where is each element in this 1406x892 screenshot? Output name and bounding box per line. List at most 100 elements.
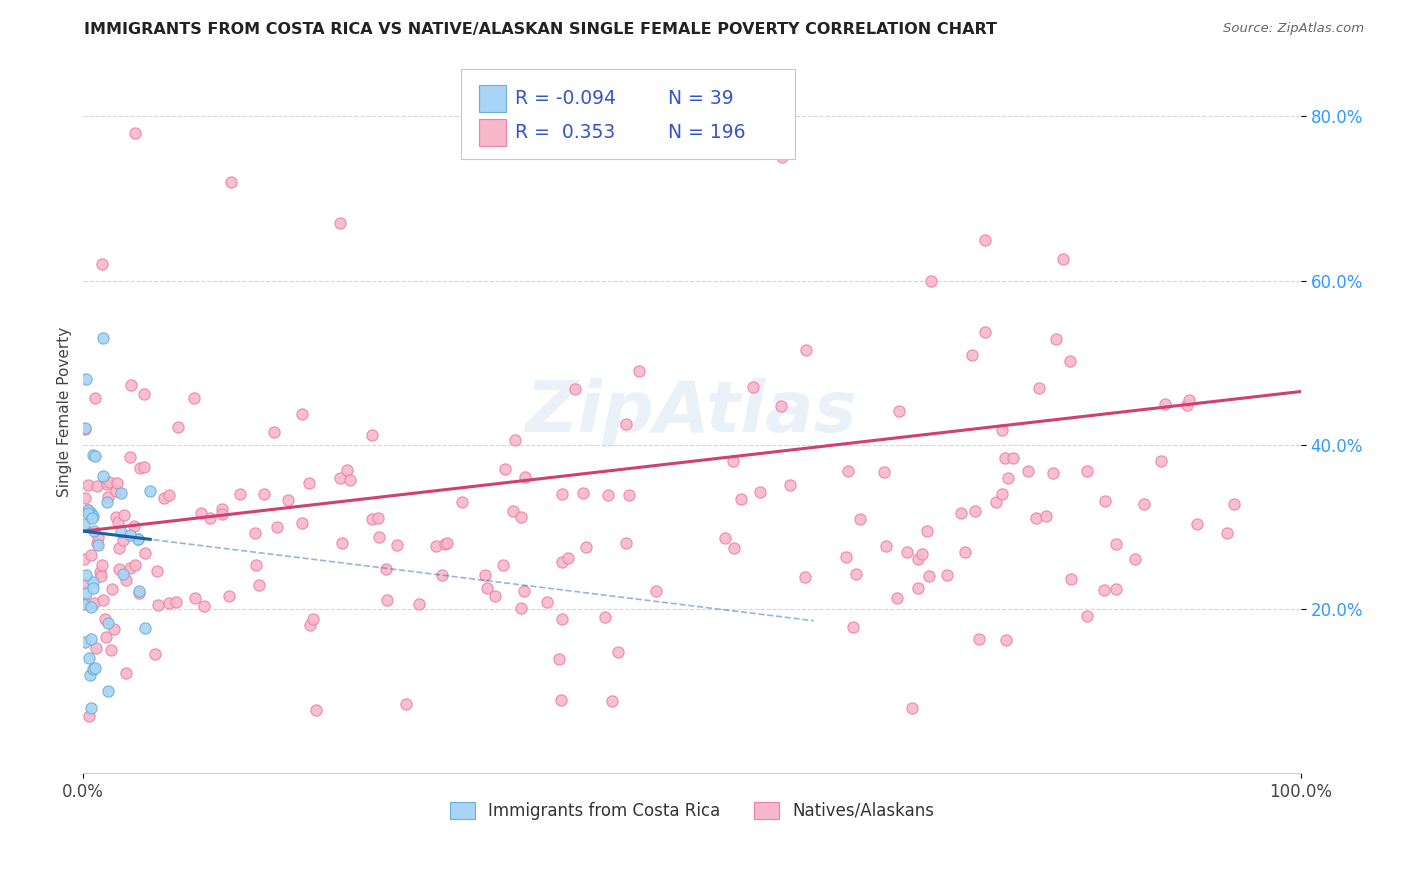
Point — [97, 490, 120, 504]
Point — [1133, 497, 1156, 511]
Point — [247, 577, 270, 591]
Point — [112, 508, 135, 522]
Point — [1105, 582, 1128, 597]
Point — [510, 600, 533, 615]
Point — [329, 470, 352, 484]
Point — [986, 495, 1008, 509]
Point — [75, 585, 97, 599]
Point — [779, 477, 801, 491]
Point — [91, 558, 114, 573]
Text: Source: ZipAtlas.com: Source: ZipAtlas.com — [1223, 22, 1364, 36]
Point — [1185, 517, 1208, 532]
Point — [110, 485, 132, 500]
Point — [84, 391, 107, 405]
Point — [1052, 252, 1074, 267]
Point — [484, 589, 506, 603]
Point — [721, 453, 744, 467]
Point — [536, 595, 558, 609]
Point — [713, 531, 735, 545]
Point — [83, 524, 105, 539]
Point — [72, 597, 94, 611]
Point — [513, 584, 536, 599]
Point — [330, 536, 353, 550]
Point — [550, 692, 572, 706]
Point — [200, 511, 222, 525]
Point — [991, 487, 1014, 501]
Point — [367, 530, 389, 544]
Point — [305, 703, 328, 717]
Point — [211, 502, 233, 516]
Text: ZipAtlas: ZipAtlas — [526, 377, 858, 447]
Point — [128, 584, 150, 599]
Point — [93, 612, 115, 626]
Point — [157, 596, 180, 610]
Point — [1104, 537, 1126, 551]
Point — [120, 450, 142, 464]
Point — [122, 518, 145, 533]
Point — [291, 407, 314, 421]
Point — [1094, 493, 1116, 508]
Point — [134, 622, 156, 636]
Point — [1216, 525, 1239, 540]
Point — [994, 451, 1017, 466]
Point — [550, 556, 572, 570]
Point — [375, 593, 398, 607]
Point — [770, 399, 793, 413]
Point — [936, 567, 959, 582]
Point — [77, 709, 100, 723]
Point — [361, 428, 384, 442]
Point — [79, 651, 101, 665]
Point — [644, 583, 666, 598]
Point — [593, 610, 616, 624]
Point — [124, 558, 146, 573]
Point — [96, 495, 118, 509]
Point — [794, 343, 817, 357]
Point — [118, 560, 141, 574]
Point — [73, 635, 96, 649]
Point — [911, 547, 934, 561]
Point — [120, 378, 142, 392]
Point — [218, 589, 240, 603]
Point — [105, 475, 128, 490]
Point — [749, 484, 772, 499]
Point — [94, 630, 117, 644]
Point — [77, 478, 100, 492]
Point — [845, 566, 868, 581]
Point — [505, 433, 527, 447]
Point — [1028, 381, 1050, 395]
Point — [991, 423, 1014, 437]
Text: R = -0.094: R = -0.094 — [516, 89, 616, 108]
Point — [90, 257, 112, 271]
Point — [76, 502, 98, 516]
Point — [475, 581, 498, 595]
Point — [395, 698, 418, 712]
Point — [907, 552, 929, 566]
FancyBboxPatch shape — [461, 69, 796, 159]
Point — [425, 539, 447, 553]
Point — [1045, 332, 1067, 346]
Point — [606, 645, 628, 659]
Point — [627, 364, 650, 378]
Point — [1060, 572, 1083, 586]
Point — [166, 595, 188, 609]
Point — [575, 540, 598, 554]
Point — [266, 519, 288, 533]
Point — [82, 581, 104, 595]
Point — [82, 662, 104, 676]
Point — [875, 540, 897, 554]
Point — [920, 274, 942, 288]
Point — [1059, 353, 1081, 368]
Legend: Immigrants from Costa Rica, Natives/Alaskans: Immigrants from Costa Rica, Natives/Alas… — [443, 795, 941, 827]
Point — [973, 325, 995, 339]
Point — [76, 597, 98, 611]
Point — [82, 574, 104, 589]
Point — [723, 541, 745, 555]
Point — [1177, 398, 1199, 412]
Point — [104, 510, 127, 524]
Point — [1150, 454, 1173, 468]
Point — [84, 641, 107, 656]
Text: N = 196: N = 196 — [668, 123, 745, 142]
Point — [114, 666, 136, 681]
Point — [841, 620, 863, 634]
Point — [1001, 451, 1024, 466]
